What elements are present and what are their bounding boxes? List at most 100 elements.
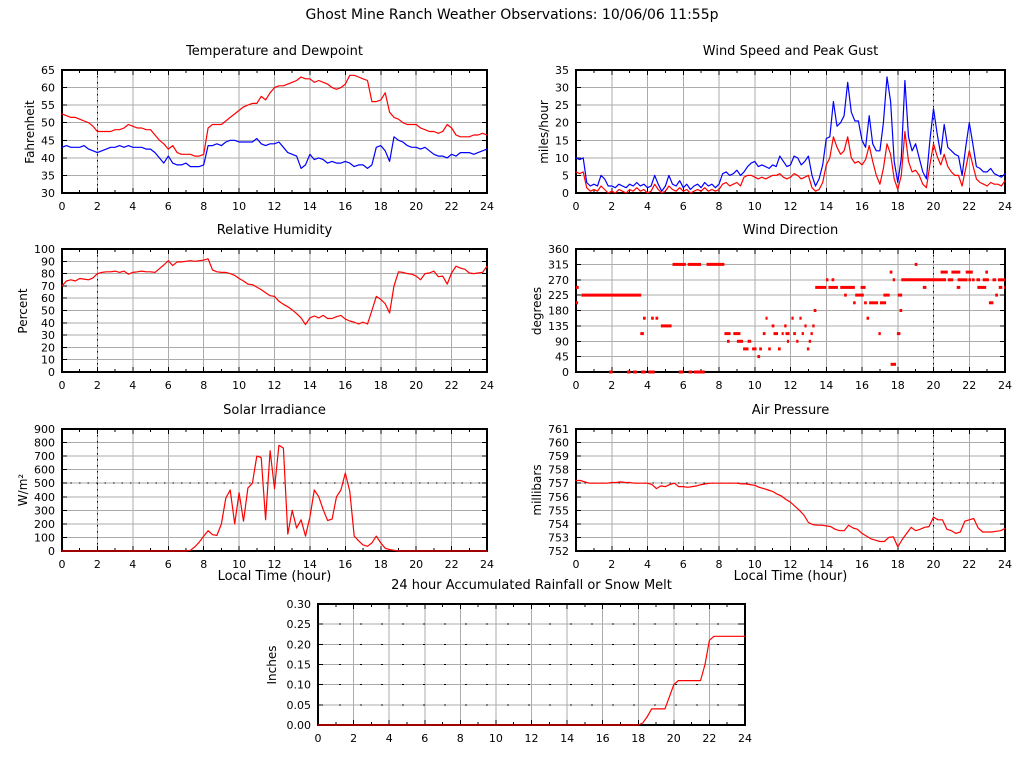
y-tick-label: 0.10: [287, 679, 312, 692]
y-tick-label: 90: [555, 335, 569, 348]
x-tick-label: 8: [457, 732, 464, 745]
y-tick-label: 30: [41, 187, 55, 200]
x-tick-label: 20: [927, 379, 941, 392]
y-tick-label: 40: [41, 317, 55, 330]
x-tick-label: 24: [480, 200, 494, 213]
y-tick-label: 0.00: [287, 719, 312, 732]
y-tick-label: 50: [41, 117, 55, 130]
series-humidity: [61, 258, 488, 326]
x-tick-label: 16: [596, 732, 610, 745]
series-pressure: [575, 479, 1006, 548]
y-tick-label: 90: [41, 255, 55, 268]
y-tick-label: 761: [548, 423, 569, 436]
x-tick-label: 4: [386, 732, 393, 745]
series-wind-speed: [575, 130, 1006, 194]
x-tick-label: 10: [232, 379, 246, 392]
x-tick-label: 8: [200, 558, 207, 571]
x-tick-label: 0: [59, 200, 66, 213]
x-tick-label: 22: [962, 558, 976, 571]
axes-layer: [61, 428, 488, 552]
x-tick-label: 18: [891, 558, 905, 571]
y-tick-label: 756: [548, 491, 569, 504]
x-tick-label: 6: [680, 379, 687, 392]
y-tick-label: 0.25: [287, 618, 312, 631]
y-tick-label: 700: [34, 450, 55, 463]
y-tick-label: 753: [548, 531, 569, 544]
y-tick-label: 270: [548, 274, 569, 287]
x-tick-label: 8: [716, 200, 723, 213]
x-tick-label: 14: [819, 379, 833, 392]
y-tick-label: 50: [41, 305, 55, 318]
x-tick-label: 8: [200, 379, 207, 392]
y-tick-label: 100: [34, 243, 55, 256]
x-tick-label: 10: [748, 558, 762, 571]
y-tick-label: 752: [548, 545, 569, 558]
x-tick-label: 6: [165, 379, 172, 392]
x-tick-label: 10: [748, 379, 762, 392]
x-tick-label: 18: [891, 379, 905, 392]
y-tick-label: 760: [548, 437, 569, 450]
x-tick-label: 16: [338, 558, 352, 571]
y-tick-label: 0: [562, 187, 569, 200]
x-tick-label: 4: [644, 379, 651, 392]
chart-title: Solar Irradiance: [223, 403, 326, 418]
y-tick-label: 5: [562, 169, 569, 182]
x-tick-label: 20: [927, 200, 941, 213]
series-irradiance: [61, 444, 488, 552]
x-tick-label: 8: [716, 379, 723, 392]
x-tick-label: 12: [268, 200, 282, 213]
x-tick-label: 24: [998, 379, 1012, 392]
x-tick-label: 12: [784, 379, 798, 392]
x-tick-label: 20: [409, 379, 423, 392]
y-tick-label: 400: [34, 491, 55, 504]
y-tick-label: 60: [41, 292, 55, 305]
x-tick-label: 0: [59, 558, 66, 571]
x-tick-label: 12: [784, 200, 798, 213]
series-dewpoint: [61, 136, 488, 170]
solar-irradiance-plot: 0 2 4 6 8 10 12 14 16 18 20 22 240100200300400500600…: [34, 423, 494, 571]
y-tick-label: 30: [41, 329, 55, 342]
x-tick-label: 22: [702, 732, 716, 745]
y-tick-label: 80: [41, 268, 55, 281]
x-tick-label: 22: [445, 558, 459, 571]
y-tick-label: 30: [555, 82, 569, 95]
y-tick-label: 70: [41, 280, 55, 293]
y-tick-label: 15: [555, 134, 569, 147]
series-peak-gust: [575, 76, 1006, 192]
y-tick-label: 754: [548, 518, 569, 531]
y-tick-label: 20: [555, 117, 569, 130]
y-tick-label: 100: [34, 531, 55, 544]
wind-direction-plot: 0 2 4 6 8 10 12 14 16 18 20 22 240459013518022527031…: [548, 243, 1012, 392]
x-tick-label: 0: [573, 200, 580, 213]
x-tick-label: 12: [784, 558, 798, 571]
axes-layer: [317, 603, 746, 726]
x-tick-label: 12: [268, 379, 282, 392]
x-tick-label: 14: [819, 558, 833, 571]
x-tick-label: 0: [573, 379, 580, 392]
x-tick-label: 20: [409, 558, 423, 571]
chart-title: Wind Speed and Peak Gust: [702, 44, 879, 59]
y-tick-label: 25: [555, 99, 569, 112]
y-tick-label: 0: [48, 545, 55, 558]
x-tick-label: 16: [338, 200, 352, 213]
page-title: Ghost Mine Ranch Weather Observations: 1…: [305, 7, 719, 23]
axes-layer: [575, 248, 1006, 373]
x-tick-label: 18: [374, 200, 388, 213]
x-tick-label: 20: [409, 200, 423, 213]
chart-title: Air Pressure: [751, 403, 830, 418]
y-tick-label: 55: [41, 99, 55, 112]
x-tick-label: 12: [525, 732, 539, 745]
x-tick-label: 14: [560, 732, 574, 745]
y-tick-label: 45: [41, 134, 55, 147]
x-tick-label: 6: [165, 200, 172, 213]
x-tick-label: 4: [129, 379, 136, 392]
x-tick-label: 24: [998, 558, 1012, 571]
x-tick-label: 18: [374, 379, 388, 392]
y-tick-label: 360: [548, 243, 569, 256]
chart-title: Temperature and Dewpoint: [186, 44, 363, 59]
x-tick-label: 20: [667, 732, 681, 745]
y-tick-label: 0.20: [287, 638, 312, 651]
x-tick-label: 2: [94, 379, 101, 392]
x-tick-label: 2: [608, 558, 615, 571]
